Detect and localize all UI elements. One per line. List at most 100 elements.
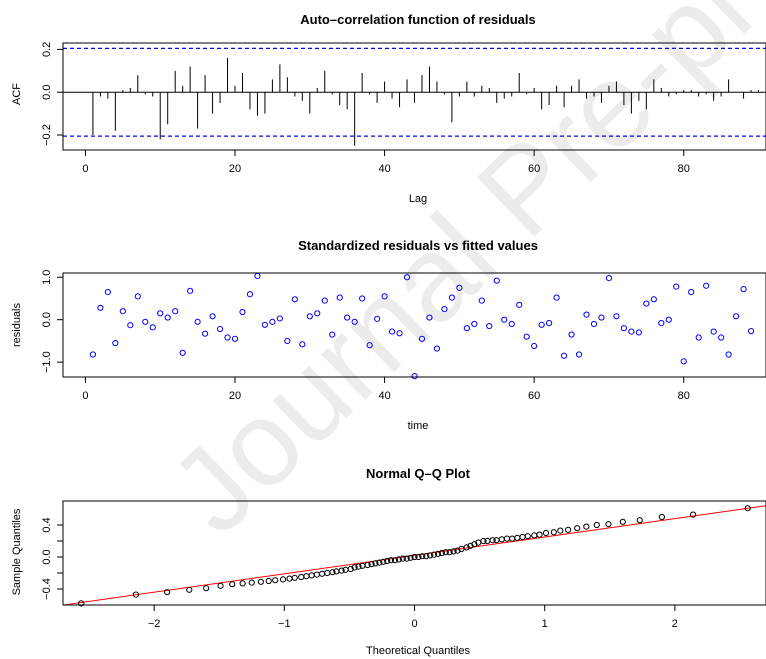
qq-point [303, 573, 310, 580]
residual-point [725, 351, 732, 358]
qq-point [480, 537, 487, 545]
qq-point [372, 560, 379, 567]
qq-point [514, 534, 521, 541]
residual-point [89, 351, 97, 358]
residual-point [628, 328, 635, 335]
residual-point [396, 330, 403, 337]
residual-point [523, 333, 530, 340]
acf-title: Auto–correlation function of residuals [300, 12, 535, 27]
residual-point [104, 289, 111, 296]
residual-point [403, 274, 411, 281]
residual-point [575, 351, 583, 358]
residual-point [261, 321, 269, 328]
residual-point [321, 297, 328, 304]
residual-point [97, 304, 104, 311]
residuals-panel: Standardized residuals vs fitted values … [11, 238, 766, 432]
y-tick-label: 0.2 [41, 42, 53, 57]
qq-point [324, 569, 331, 577]
residual-point [643, 300, 650, 307]
residual-point [538, 321, 545, 328]
residual-point [658, 319, 665, 327]
y-tick-label: 0.0 [41, 85, 53, 100]
qq-point [531, 532, 538, 539]
qq-point [279, 576, 287, 583]
residual-point [344, 314, 351, 321]
qq-ylabel: Sample Quantiles [11, 508, 23, 595]
qq-point [380, 558, 387, 565]
qq-point [217, 582, 224, 589]
residual-point [546, 319, 553, 327]
residual-point [613, 313, 620, 320]
residual-point [568, 331, 575, 338]
qq-point [399, 555, 406, 562]
residual-point [605, 274, 613, 282]
qq-point [203, 585, 210, 592]
qq-point [239, 580, 246, 587]
x-tick-label: 60 [528, 390, 540, 402]
qq-point [463, 544, 470, 551]
residual-point [194, 318, 201, 325]
qq-point [503, 535, 511, 542]
residual-point [142, 318, 149, 325]
x-tick-label: 1 [542, 618, 548, 630]
residual-point [732, 313, 740, 320]
acf-plot-frame [62, 42, 766, 151]
qq-point [407, 554, 414, 561]
qq-point [286, 575, 293, 582]
residual-point [635, 329, 642, 336]
acf-marks: 0 20 40 60 80 −0.2 0.0 0.2 [41, 42, 766, 175]
residual-point [201, 330, 209, 337]
residual-point [426, 314, 433, 321]
residual-point [560, 352, 568, 359]
qq-point [519, 533, 526, 541]
qq-point [605, 521, 612, 528]
qq-point [450, 548, 457, 555]
qq-point [454, 547, 461, 554]
residual-point [486, 322, 493, 330]
residual-point [381, 293, 388, 300]
residual-point [590, 320, 598, 328]
qq-point [368, 561, 375, 568]
qq-point [438, 549, 445, 557]
qq-point [423, 553, 430, 560]
qq-point [376, 559, 383, 566]
qq-panel: Normal Q–Q Plot Sample Quantiles Theoret… [11, 466, 766, 657]
qq-point [509, 535, 516, 542]
qq-point [338, 567, 345, 574]
residual-point [516, 301, 523, 308]
residual-point [583, 311, 590, 318]
qq-point [391, 557, 399, 564]
qq-point [471, 541, 478, 548]
x-tick-label: 0 [411, 618, 417, 630]
residual-point [239, 308, 246, 316]
residual-point [471, 320, 478, 328]
qq-point [550, 529, 557, 536]
residual-point [411, 373, 418, 380]
residual-point [284, 337, 291, 345]
qq-point [186, 586, 193, 593]
residual-point [187, 287, 194, 294]
qq-plot-frame [62, 500, 766, 606]
residual-point [224, 334, 231, 341]
residual-point [493, 277, 500, 284]
residual-point [209, 313, 216, 320]
acf-panel: Auto–correlation function of residuals A… [11, 12, 766, 205]
residual-point [299, 341, 306, 348]
residual-point [276, 315, 283, 322]
qq-point [419, 553, 426, 560]
qq-point [489, 537, 496, 544]
qq-point [583, 523, 590, 530]
qq-point [434, 550, 442, 557]
x-tick-label: 40 [378, 390, 390, 402]
residual-point [127, 322, 134, 329]
qq-point [248, 579, 255, 586]
residual-point [366, 342, 373, 349]
qq-point [565, 526, 572, 533]
qq-point [467, 542, 474, 549]
qq-point [446, 549, 453, 556]
qq-point [313, 571, 320, 578]
residual-point [336, 294, 343, 301]
residuals-title: Standardized residuals vs fitted values [298, 238, 538, 253]
residual-point [553, 294, 560, 301]
x-tick-label: −2 [148, 618, 161, 630]
